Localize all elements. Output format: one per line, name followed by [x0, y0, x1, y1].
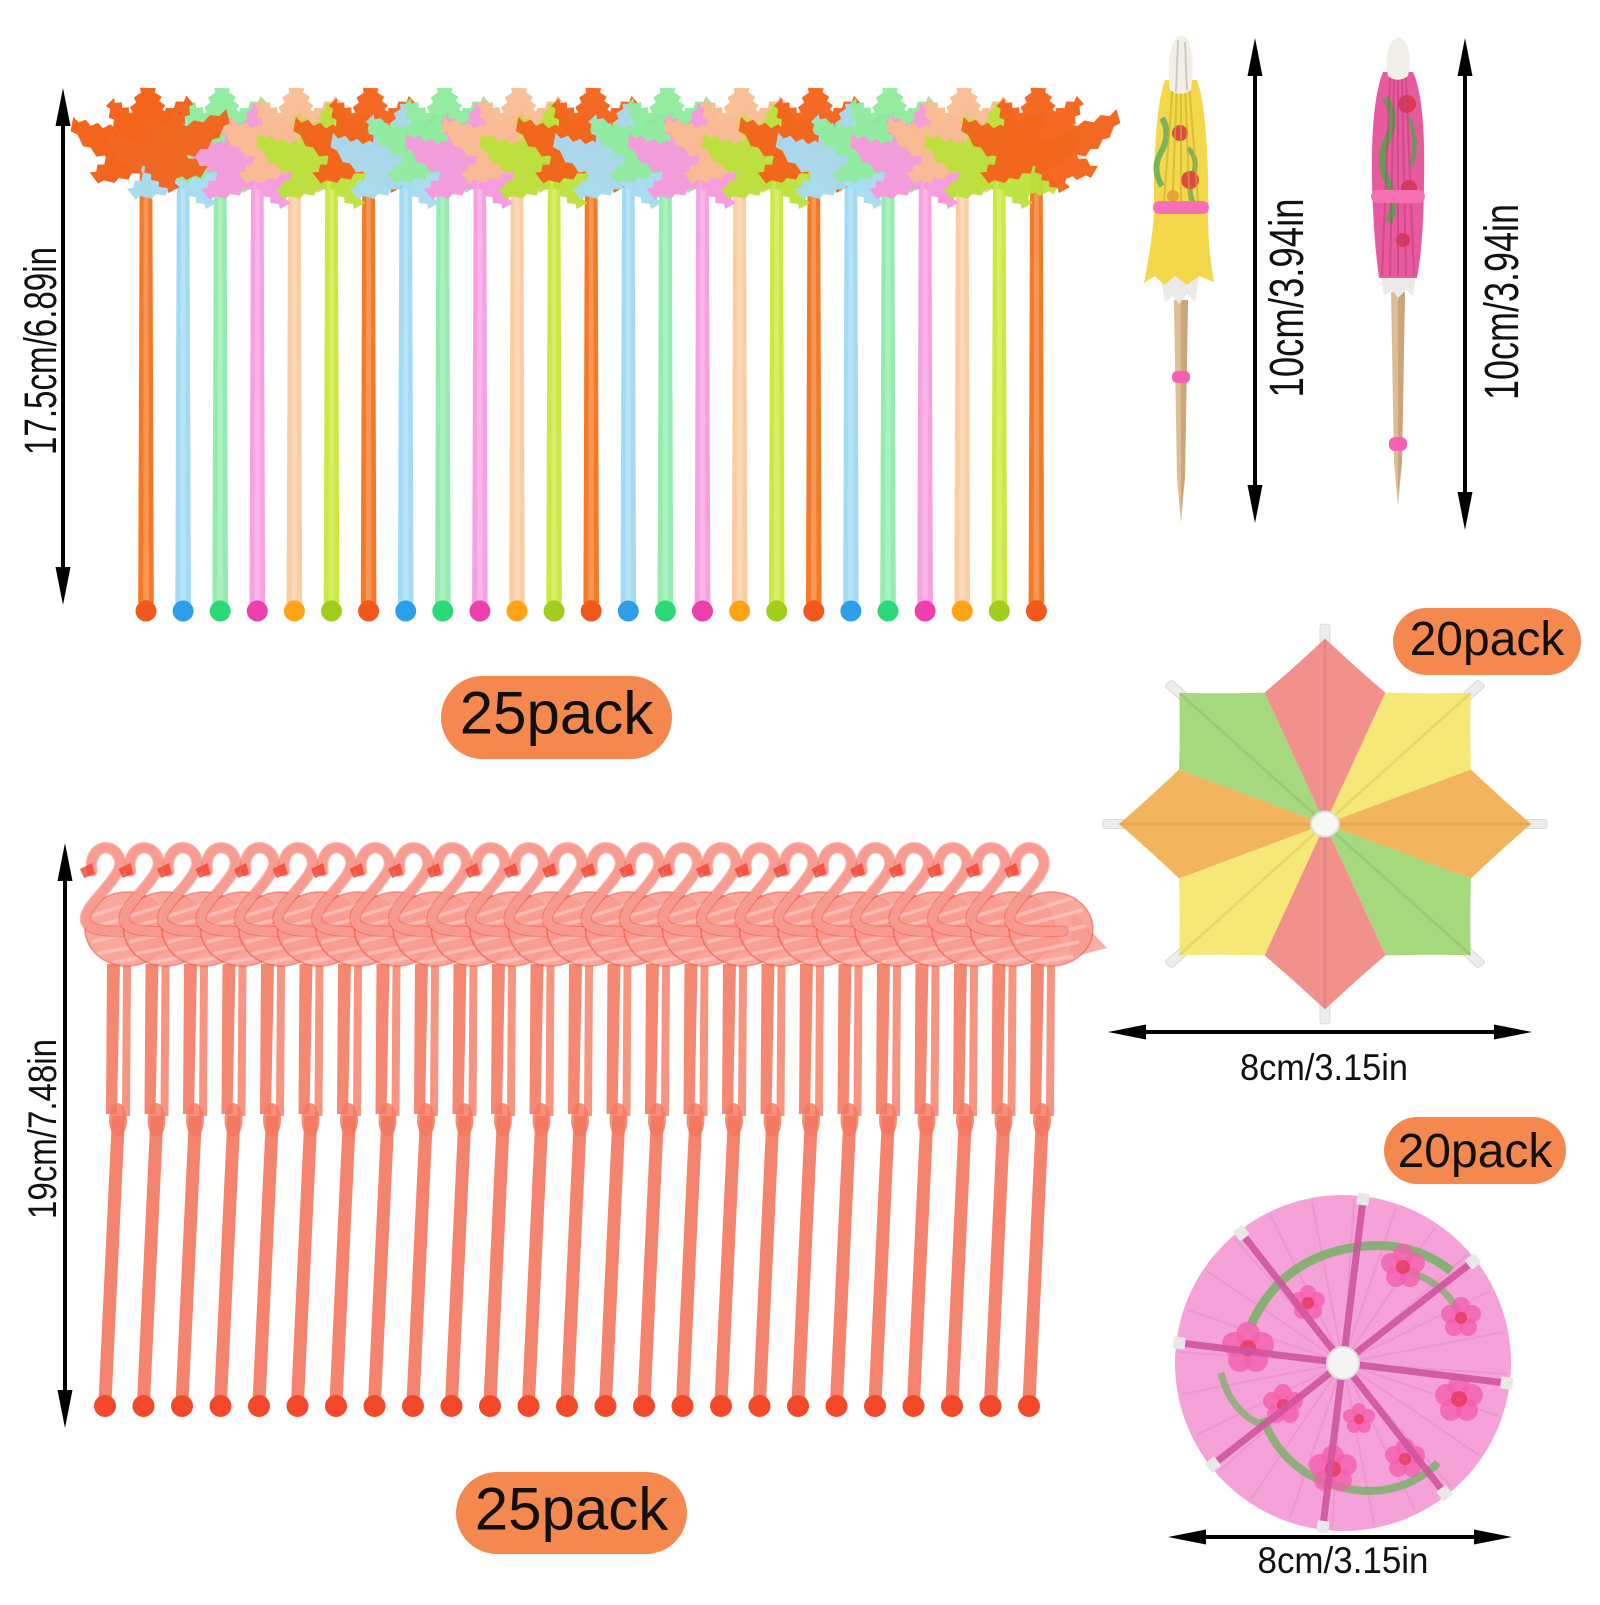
- svg-text:8cm/3.15in: 8cm/3.15in: [1240, 1047, 1408, 1088]
- svg-text:20pack: 20pack: [1410, 613, 1566, 666]
- svg-text:10cm/3.94in: 10cm/3.94in: [1261, 199, 1314, 398]
- svg-text:17.5cm/6.89in: 17.5cm/6.89in: [15, 247, 66, 455]
- svg-text:25pack: 25pack: [460, 680, 654, 747]
- svg-text:8cm/3.15in: 8cm/3.15in: [1258, 1540, 1429, 1581]
- svg-text:20pack: 20pack: [1398, 1125, 1554, 1178]
- svg-text:25pack: 25pack: [475, 1476, 669, 1543]
- svg-text:10cm/3.94in: 10cm/3.94in: [1476, 204, 1529, 400]
- svg-text:19cm/7.48in: 19cm/7.48in: [21, 1039, 65, 1219]
